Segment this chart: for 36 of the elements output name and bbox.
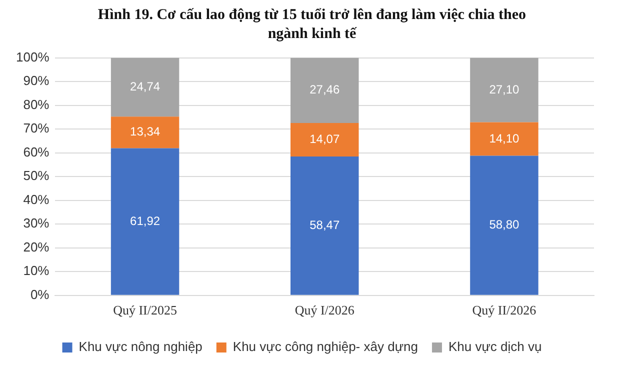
y-tick-label: 100% (16, 49, 50, 64)
y-tick-label: 30% (23, 216, 50, 231)
data-label: 58,80 (489, 218, 520, 232)
y-tick-label: 50% (23, 168, 50, 184)
data-label: 14,10 (489, 131, 520, 146)
bar (110, 116, 180, 148)
data-label: 13,34 (130, 124, 160, 139)
y-tick-label: 70% (23, 120, 50, 136)
x-tick-label: Quý II/2026 (472, 302, 537, 318)
bar (470, 58, 538, 122)
bar (110, 148, 180, 295)
x-tick-label: Quý II/2025 (113, 302, 177, 318)
data-label: 24,74 (130, 80, 160, 94)
bar (470, 156, 538, 295)
y-tick-label: 80% (23, 96, 50, 112)
bar (290, 58, 359, 124)
y-tick-label: 40% (23, 192, 50, 207)
bar (470, 122, 538, 156)
y-tick-label: 20% (23, 239, 50, 254)
bar (290, 123, 359, 156)
y-tick-label: 60% (23, 144, 50, 160)
bar (110, 58, 180, 117)
data-label: 27,46 (310, 82, 340, 97)
legend-label: Khu vực công nghiệp- xây dựng (232, 339, 418, 354)
bar (290, 156, 359, 295)
chart-title: Hình 19. Cơ cấu lao động từ 15 tuổi trở lên đang làm việc chia theo ngành kinh tế (96, 6, 528, 44)
y-tick-label: 90% (23, 73, 50, 88)
legend-label: Khu vực nông nghiệp (78, 339, 202, 354)
data-label: 27,10 (489, 82, 520, 96)
data-label: 61,92 (130, 214, 160, 228)
x-tick-label: Quý I/2026 (294, 302, 355, 318)
data-label: 14,07 (310, 132, 340, 146)
data-label: 58,47 (310, 218, 340, 232)
legend-label: Khu vực dịch vụ (448, 339, 542, 354)
y-tick-label: 10% (23, 263, 50, 278)
y-tick-label: 0% (30, 286, 50, 302)
